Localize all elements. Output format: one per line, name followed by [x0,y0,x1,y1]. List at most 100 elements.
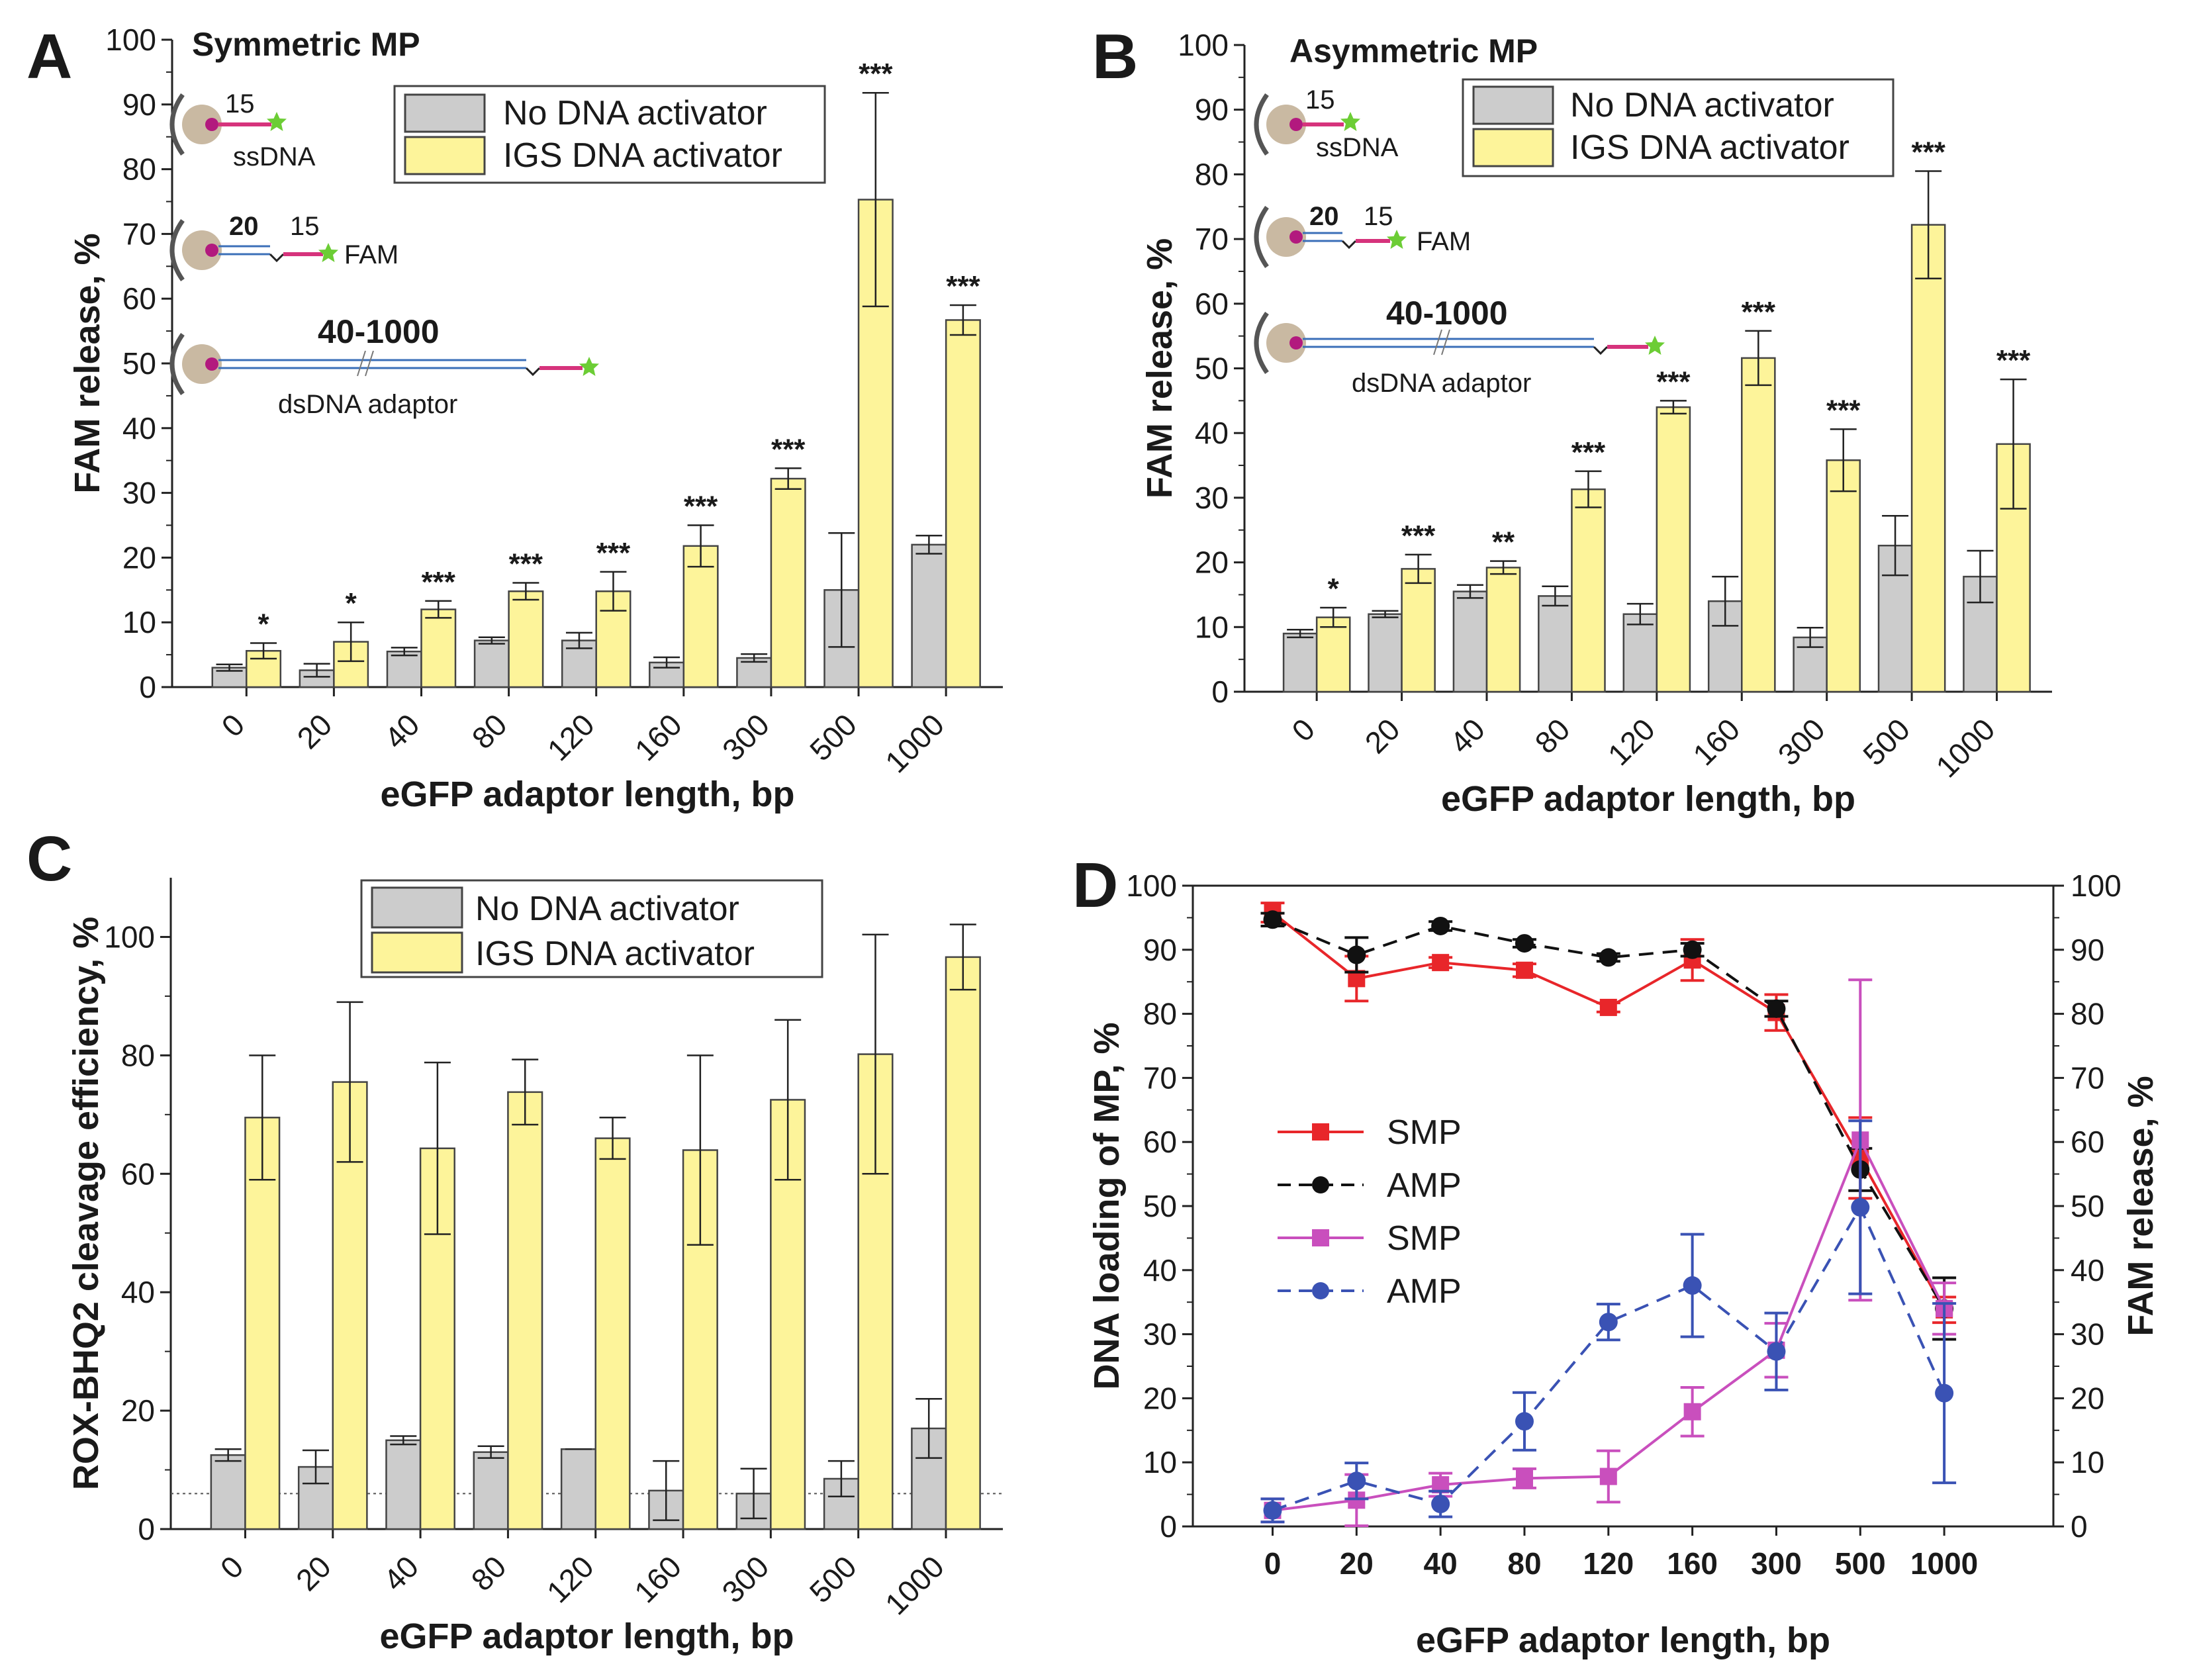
panel-d-y-left-tick-label: 30 [1143,1317,1177,1352]
panel-b-y-axis-title: FAM release, % [1140,238,1180,498]
panel-label-d: D [1072,850,1118,921]
panel-a-y-tick-label: 80 [122,152,156,187]
panel-d-series-line [1272,918,1945,1309]
legend-label-amp-loading: AMP [1387,1166,1462,1205]
panel-b-errorbar-no-activator [1882,515,1909,577]
panel-d-x-axis-title: eGFP adaptor length, bp [1416,1620,1830,1660]
panel-d-point [1767,1342,1786,1361]
legend-swatch-no-activator [371,886,463,929]
panel-b-significance-label: ** [1492,526,1515,559]
panel-b-y-tick-label: 40 [1195,416,1229,450]
panel-d-y-right-tick-label: 20 [2071,1381,2104,1415]
panel-b-errorbar-no-activator [1797,627,1824,648]
panel-b-title: Asymmetric MP [1289,32,1538,70]
legend-label-smp-loading: SMP [1387,1113,1462,1152]
panel-d-y-left-tick-label: 0 [1160,1509,1177,1544]
panel-b-bar-igs-activator [1910,224,1946,693]
panel-c-bar-igs-activator [507,1091,543,1530]
panel-d-point [1851,1197,1870,1217]
panel-d-point [1263,1501,1282,1520]
inset-b-fam-label: FAM [1417,227,1471,256]
panel-c-x-tick-label: 120 [540,1549,600,1609]
panel-d-y-right-tick-label: 10 [2071,1445,2104,1479]
panel-c-errorbar-no-activator [653,1460,680,1521]
panel-a-x-tick-label: 120 [541,707,601,767]
panel-b-y-tick-label: 90 [1195,93,1229,127]
panel-b-bar-igs-activator [1315,616,1351,693]
panel-a-errorbar-no-activator [216,663,243,672]
panel-d-point [1683,940,1702,959]
panel-a-x-axis-title: eGFP adaptor length, bp [380,774,794,814]
panel-b-x-tick-label: 300 [1771,712,1832,772]
legend-swatch-no-activator [1472,85,1554,125]
panel-a-x-tick-label: 40 [378,707,426,755]
panel-b-y-tick-label: 20 [1195,545,1229,580]
panel-b-y-tick-label: 30 [1195,481,1229,515]
inset-a-short-length2: 15 [290,212,320,241]
panel-d-point [1515,1412,1534,1431]
panel-c-errorbar-no-activator [302,1449,329,1485]
panel-b-bar-igs-activator [1826,459,1861,693]
panel-d-x-tick-label: 0 [1264,1546,1282,1581]
panel-d-point [1431,1495,1450,1514]
panel-a-errorbar-igs-activator [949,304,976,336]
panel-d-x-tick-label: 500 [1835,1546,1886,1581]
legend-label-smp-release: SMP [1387,1219,1462,1258]
panel-a-x-tick-label: 80 [465,707,514,755]
panel-c-errorbar-no-activator [915,1397,943,1459]
panel-c-bar-igs-activator [945,956,981,1530]
panel-d-series-line [1272,911,1945,1311]
inset-a-long-length: 40-1000 [318,313,440,350]
inset-diagram-b: 15 ssDNA 20 15 FAM 40-1000 dsDNA adaptor [1256,85,1665,398]
panel-d-point [1347,1471,1366,1491]
panel-c-y-tick-label: 20 [121,1393,155,1428]
panel-a-y-tick-label: 100 [105,23,156,57]
panel-b-bar-igs-activator [1741,357,1776,693]
panel-b-errorbar-igs-activator [1575,470,1602,508]
panel-d-point [1263,910,1282,929]
panel-b-bar-igs-activator [1401,568,1436,693]
panel-a-bar-igs-activator [508,590,544,688]
panel-label-c: C [26,823,72,894]
panel-a-errorbar-igs-activator [512,582,539,601]
panel-a-x-tick-label: 300 [716,707,776,767]
panel-a-significance-label: *** [946,270,980,303]
panel-b-errorbar-no-activator [1626,602,1654,626]
panel-b-x-tick-label: 20 [1358,712,1407,760]
panel-a-errorbar-igs-activator [862,91,889,308]
panel-d-y-left-tick-label: 60 [1143,1125,1177,1159]
panel-c-y-tick-label: 0 [138,1512,155,1546]
panel-a-y-tick-label: 40 [122,411,156,445]
panel-d-y-right-tick-label: 80 [2071,997,2104,1031]
panel-a-title: Symmetric MP [192,26,420,63]
panel-d-point [1347,945,1366,964]
panel-d-point [1767,999,1786,1018]
panel-c-errorbar-no-activator [214,1448,242,1462]
panel-b-errorbar-igs-activator [1405,553,1432,584]
panel-c-errorbar-igs-activator [249,1054,276,1181]
panel-a-errorbar-igs-activator [774,467,802,490]
panel-c-bar-no-activator [473,1451,509,1530]
panel-b-x-tick-label: 160 [1686,712,1746,772]
panel-a-errorbar-no-activator [391,647,418,657]
panel-b-significance-label: * [1328,573,1340,605]
panel-b-bar-no-activator [1538,595,1573,693]
panel-a-y-tick-label: 50 [122,346,156,381]
panel-d-x-tick-label: 20 [1340,1546,1374,1581]
panel-b-errorbar-igs-activator [1490,560,1517,575]
panel-c-x-tick-label: 20 [289,1549,338,1597]
panel-b-errorbar-igs-activator [1915,170,1942,279]
panel-b-errorbar-no-activator [1967,549,1994,604]
panel-b-errorbar-igs-activator [1320,606,1347,628]
panel-a-errorbar-igs-activator [425,600,452,619]
panel-a-y-tick-label: 10 [122,605,156,639]
legend-label-no-activator: No DNA activator [503,94,767,132]
panel-a-y-tick-label: 30 [122,476,156,510]
panel-d-y-right-tick-label: 90 [2071,933,2104,967]
legend-label-no-activator: No DNA activator [475,890,739,928]
panel-b-errorbar-no-activator [1287,628,1314,639]
panel-c-errorbar-no-activator [390,1435,417,1446]
panel-b-significance-label: *** [1742,296,1776,328]
panel-d-point [1599,948,1618,967]
panel-d-y-axis-title-right: FAM release, % [2121,1076,2161,1336]
